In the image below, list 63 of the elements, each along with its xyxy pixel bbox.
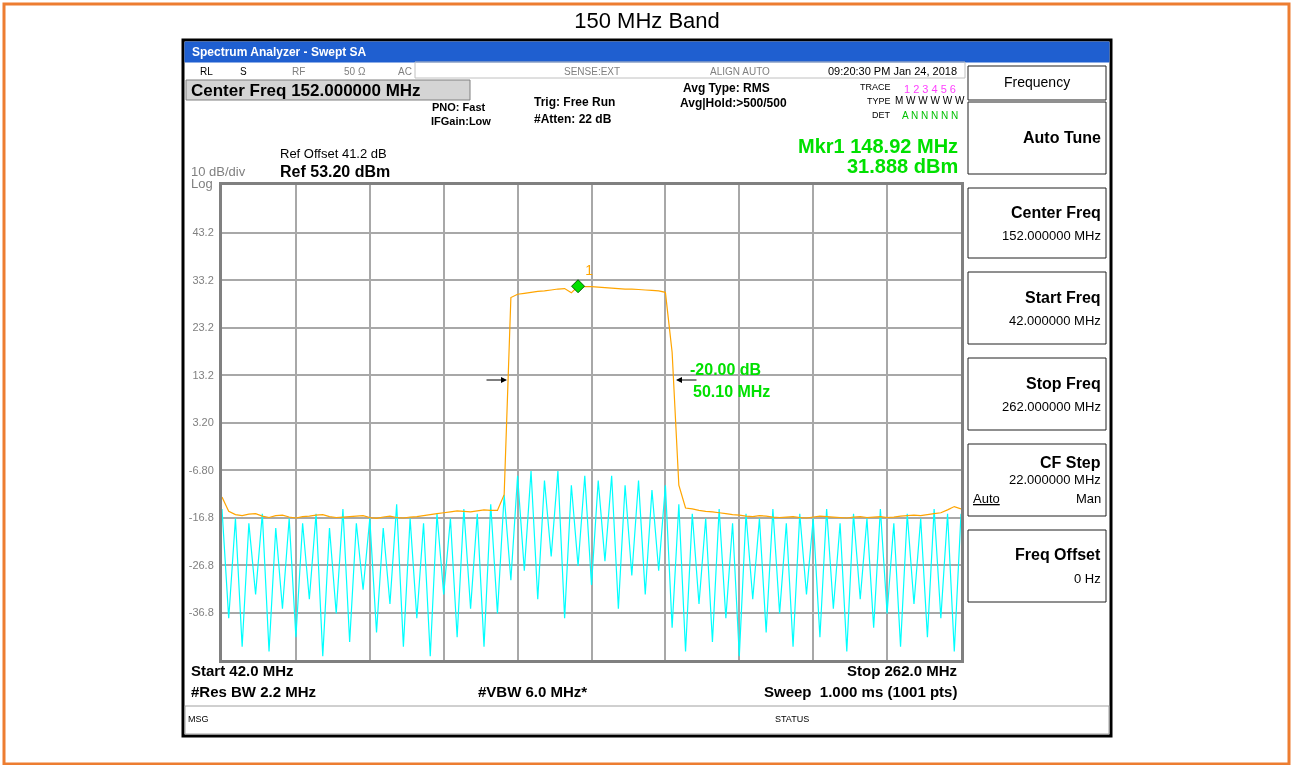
text: #VBW 6.0 MHz* xyxy=(478,683,588,700)
series-label: 1 xyxy=(585,262,594,279)
text: Auto xyxy=(973,491,1000,506)
text: 1 2 3 4 5 6 xyxy=(904,83,956,95)
text: A N N N N N xyxy=(902,110,959,121)
text: Man xyxy=(1076,491,1102,506)
text: M W W W W W xyxy=(895,95,965,106)
text: #Res BW 2.2 MHz xyxy=(191,683,317,700)
y-tick-label: 23.2 xyxy=(192,321,214,334)
y-tick-label: -16.8 xyxy=(188,511,214,524)
text: Spectrum Analyzer - Swept SA xyxy=(192,45,367,59)
text: PNO: Fast xyxy=(432,101,486,113)
text: Center Freq xyxy=(1011,204,1101,221)
text: MSG xyxy=(188,714,209,724)
text: Stop Freq xyxy=(1026,375,1101,392)
text: 42.000000 MHz xyxy=(1009,313,1101,328)
text: Start Freq xyxy=(1025,289,1101,306)
text: S xyxy=(240,66,247,77)
text: Trig: Free Run xyxy=(534,95,616,109)
text: #Atten: 22 dB xyxy=(534,112,612,126)
text: RL xyxy=(200,66,214,77)
text: Mkr1 148.92 MHz xyxy=(798,135,959,157)
y-tick-label: -6.80 xyxy=(188,463,214,476)
text: CF Step xyxy=(1040,454,1101,471)
text: 0 Hz xyxy=(1074,571,1101,586)
y-tick-label: -36.8 xyxy=(188,606,214,619)
text: Auto Tune xyxy=(1023,129,1102,146)
text: Log xyxy=(191,176,213,191)
text: 31.888 dBm xyxy=(847,155,959,177)
text: Stop 262.0 MHz xyxy=(847,662,958,679)
text: IFGain:Low xyxy=(431,115,492,127)
text: Sweep 1.000 ms (1001 pts) xyxy=(764,683,958,700)
text: Center Freq 152.000000 MHz xyxy=(191,81,421,100)
line-series xyxy=(222,470,961,657)
text: 22.000000 MHz xyxy=(1009,472,1101,487)
chart-title: 150 MHz Band xyxy=(574,7,720,33)
text: TRACE xyxy=(860,82,891,92)
text: 262.000000 MHz xyxy=(1002,399,1102,414)
text: 152.000000 MHz xyxy=(1002,228,1102,243)
text: Freq Offset xyxy=(1015,546,1102,563)
text: 09:20:30 PM Jan 24, 2018 xyxy=(828,65,958,77)
text: DET xyxy=(872,110,891,120)
text: Avg Type: RMS xyxy=(683,81,770,95)
text: Ref 53.20 dBm xyxy=(280,163,391,180)
text: Avg|Hold:>500/500 xyxy=(680,96,787,110)
y-tick-label: 33.2 xyxy=(192,273,214,286)
text: 50 Ω xyxy=(344,66,366,77)
y-tick-label: 43.2 xyxy=(192,226,214,239)
annotation: -20.00 dB xyxy=(690,361,762,378)
text: Start 42.0 MHz xyxy=(191,662,294,679)
text: Frequency xyxy=(1004,74,1071,90)
text: ALIGN AUTO xyxy=(710,66,771,77)
text: STATUS xyxy=(775,714,810,724)
text: RF xyxy=(292,66,306,77)
y-tick-label: 13.2 xyxy=(192,368,214,381)
y-tick-label: 3.20 xyxy=(192,416,214,429)
y-tick-label: -26.8 xyxy=(188,558,214,571)
text: AC xyxy=(398,66,412,77)
y-axis-title: 10 dB/div xyxy=(191,164,246,179)
annotation: 50.10 MHz xyxy=(693,383,771,400)
text: Ref Offset 41.2 dB xyxy=(280,146,387,161)
text: SENSE:EXT xyxy=(564,66,621,77)
text: TYPE xyxy=(867,96,891,106)
